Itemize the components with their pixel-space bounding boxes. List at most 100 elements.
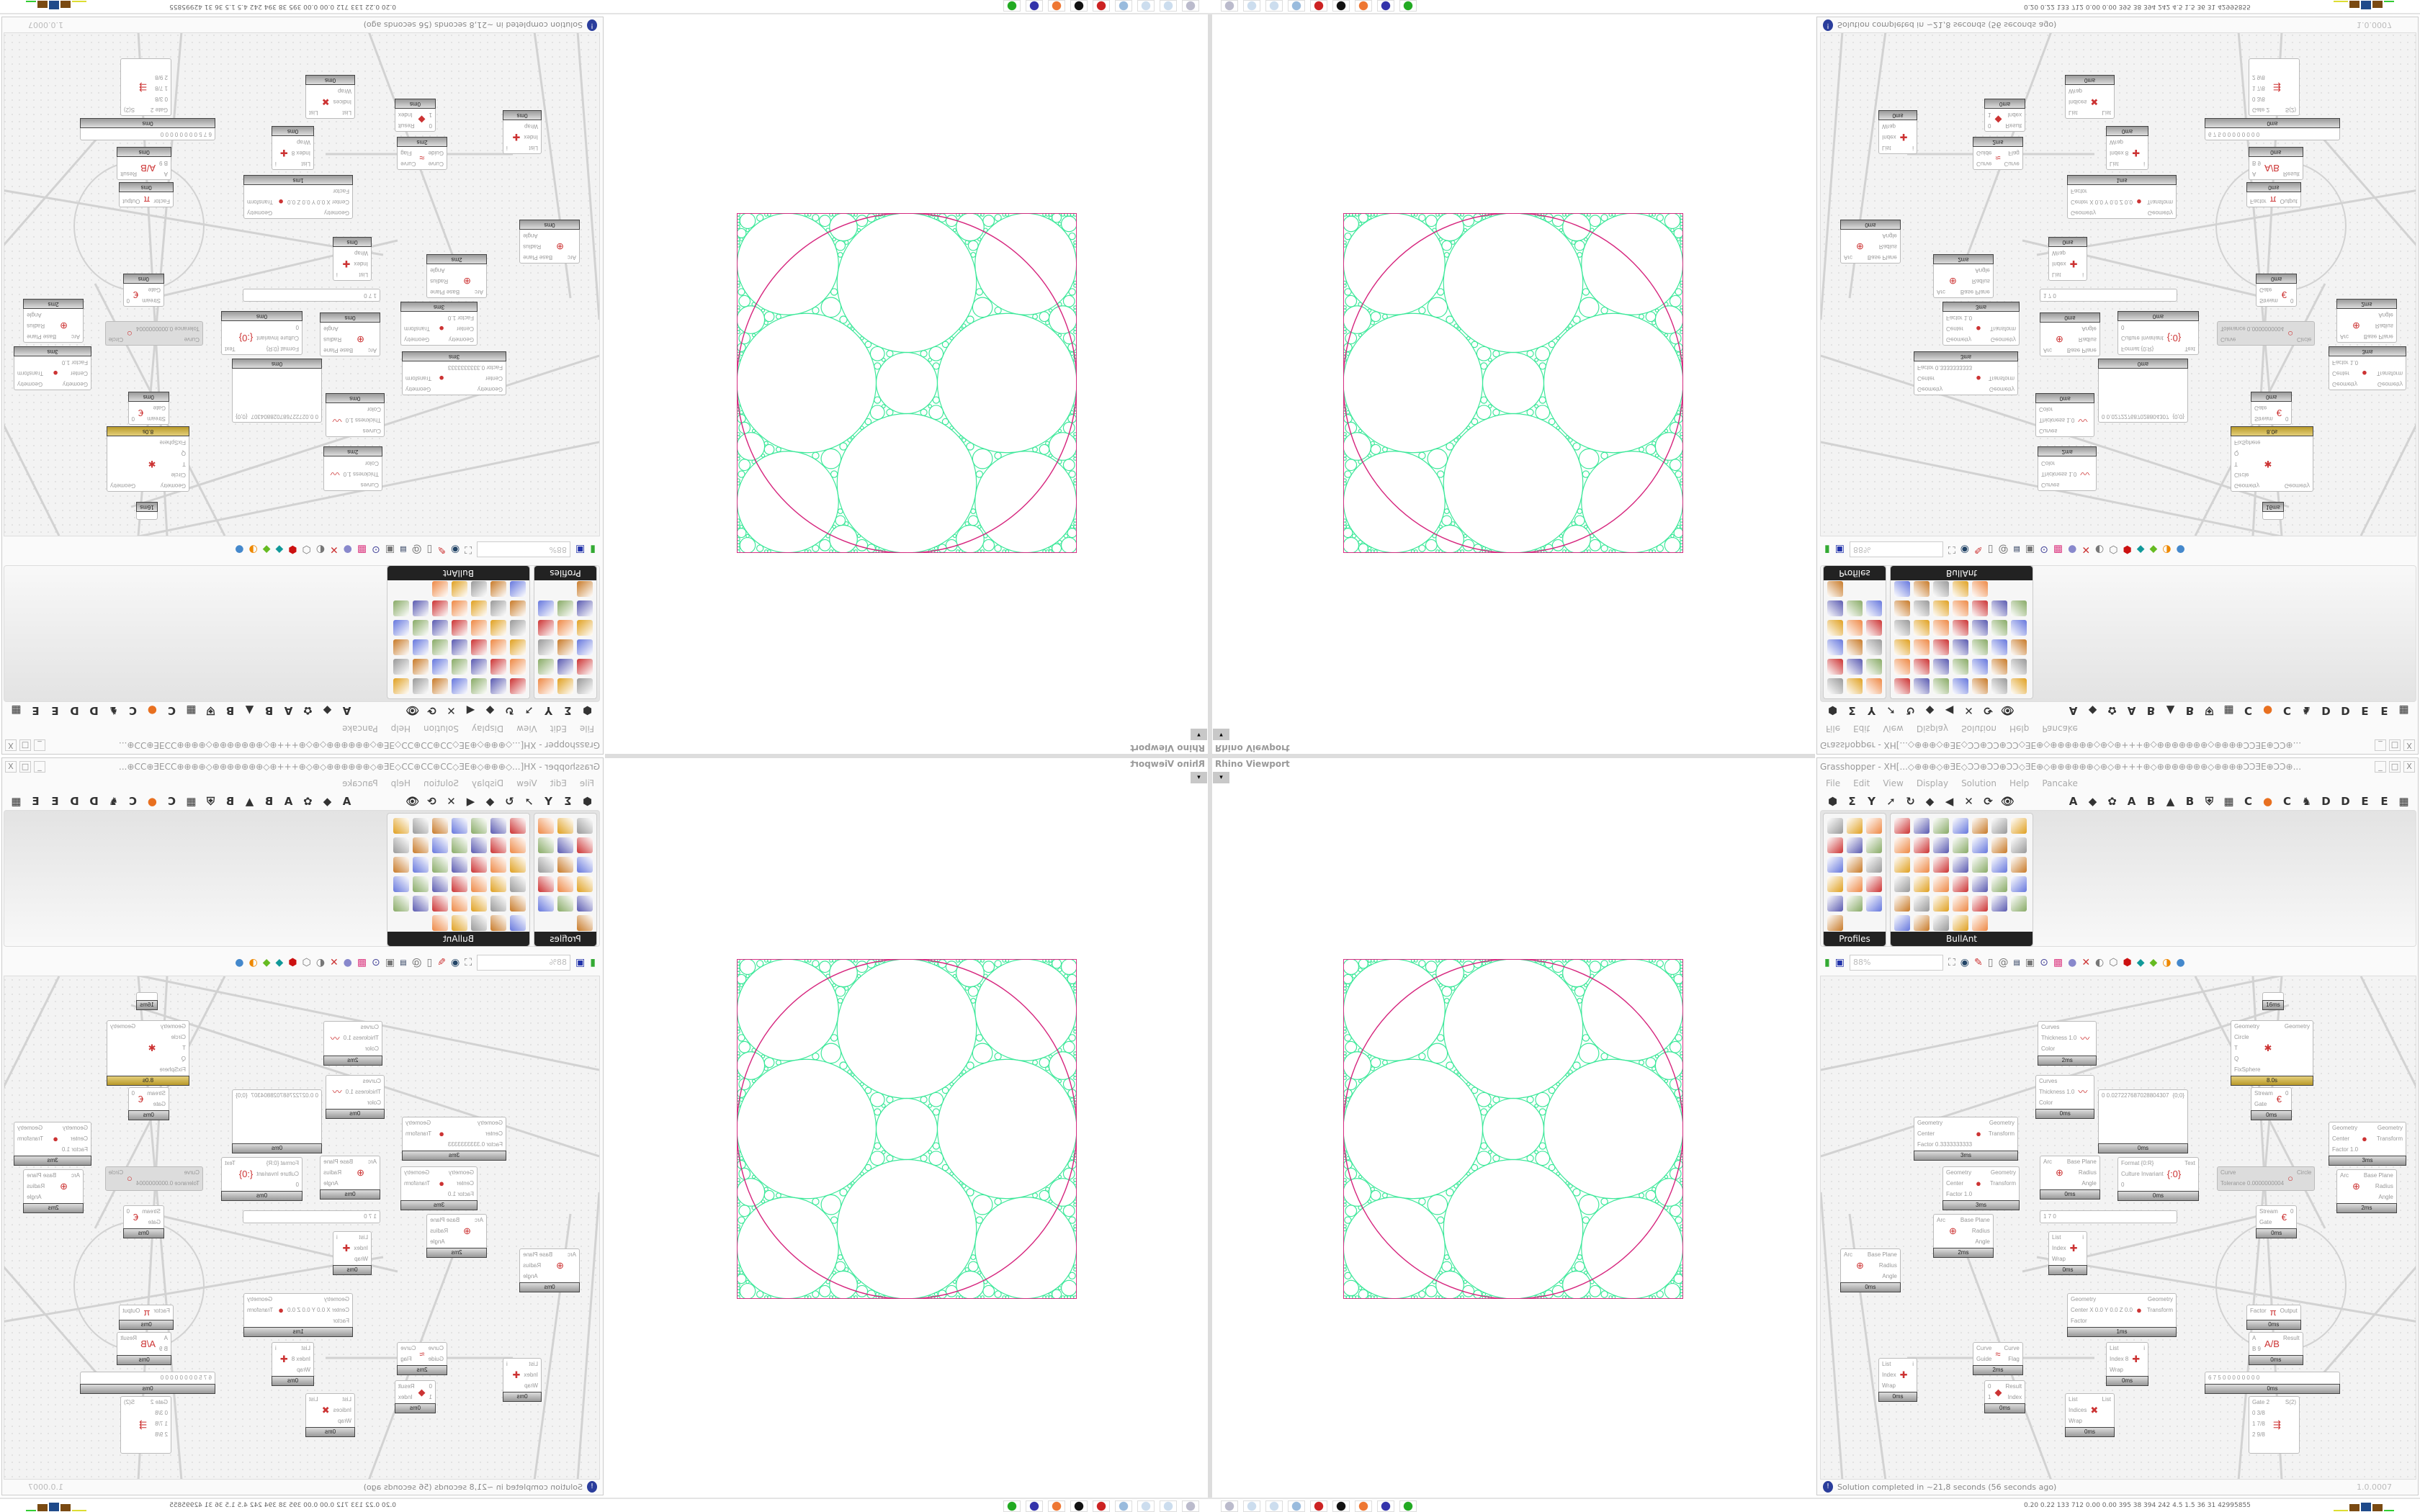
input-param[interactable]: Center X 0.0 Y 0.0 Z 0.0: [287, 199, 349, 205]
tab-category[interactable]: C: [168, 795, 176, 808]
input-param[interactable]: 0: [2121, 1182, 2125, 1188]
gh-component[interactable]: Geometry Center X 0.0 Y 0.0 Z 0.0 Factor ● G…: [2067, 175, 2177, 219]
input-param[interactable]: A: [163, 1335, 168, 1341]
gh-component[interactable]: Arc ⊕ Base Plane Radius Angle 0ms: [320, 312, 380, 356]
component-icon[interactable]: [432, 837, 448, 853]
component-icon[interactable]: [490, 659, 506, 675]
component-icon[interactable]: [1953, 876, 1968, 892]
tab-icon[interactable]: Σ: [1848, 704, 1856, 717]
input-param[interactable]: Factor: [2250, 198, 2267, 204]
output-param[interactable]: Base Plane: [1960, 1217, 1990, 1223]
gh-component[interactable]: 6 7 5 0 0 0 0 0 0 0 0 0ms: [2205, 118, 2340, 140]
menu-file[interactable]: File: [579, 778, 594, 788]
component-icon[interactable]: [1933, 678, 1949, 694]
input-param[interactable]: A: [163, 171, 168, 177]
input-param[interactable]: Arc: [368, 347, 377, 354]
output-param[interactable]: Flag: [2008, 150, 2020, 156]
output-param[interactable]: Angle: [323, 1180, 339, 1187]
component-icon[interactable]: [1972, 620, 1988, 636]
input-param[interactable]: 0 0.027227687028804307: [2102, 413, 2169, 420]
input-param[interactable]: Gate: [148, 287, 161, 293]
component-icon[interactable]: [1991, 837, 2007, 853]
package-icon[interactable]: ▩: [357, 957, 367, 968]
component-icon[interactable]: [1827, 600, 1843, 616]
output-param[interactable]: Output: [2280, 1308, 2298, 1314]
component-icon[interactable]: [393, 837, 409, 853]
gha-icon[interactable]: ▤: [2013, 545, 2020, 554]
input-param[interactable]: Factor: [2071, 188, 2087, 194]
input-param[interactable]: Geometry: [323, 210, 349, 216]
gh-component[interactable]: 0 0.027227687028804307 {0;0} 0ms: [232, 1089, 322, 1153]
output-param[interactable]: {0;0}: [2172, 413, 2184, 420]
input-param[interactable]: Geometry: [1917, 386, 1943, 392]
component-icon[interactable]: [393, 857, 409, 873]
component-icon[interactable]: [452, 620, 467, 636]
preview-eye-icon[interactable]: ◉: [1960, 957, 1969, 968]
input-param[interactable]: Curve: [1976, 1345, 1992, 1351]
email-icon[interactable]: @: [411, 957, 422, 968]
firefox-taskbar-icon[interactable]: [1048, 1500, 1065, 1512]
input-param[interactable]: 6 7 5 0 0 0 0 0 0 0 0: [2208, 131, 2260, 138]
input-param[interactable]: 1 7 0: [364, 292, 377, 299]
component-icon[interactable]: [557, 639, 573, 655]
input-param[interactable]: Geometry: [1917, 1120, 1943, 1126]
menu-edit[interactable]: Edit: [550, 724, 567, 734]
gh-component[interactable]: Curves Thickness 1.0 Color 〰 2ms: [323, 1021, 382, 1066]
component-icon[interactable]: [413, 818, 429, 834]
gh-component[interactable]: Curves Thickness 1.0 Color 〰 2ms: [323, 446, 382, 491]
component-icon[interactable]: [1991, 620, 2007, 636]
component-icon[interactable]: [1972, 837, 1988, 853]
component-icon[interactable]: [432, 581, 448, 597]
input-param[interactable]: Tolerance 0.0000000004: [2220, 1180, 2285, 1187]
gh-component[interactable]: Stream Gate €0 0ms: [2256, 1205, 2298, 1238]
input-param[interactable]: Geometry: [2071, 210, 2097, 216]
input-param[interactable]: Format {0:R}: [266, 1160, 299, 1166]
component-icon[interactable]: [452, 915, 467, 931]
component-icon[interactable]: [490, 857, 506, 873]
wires-icon[interactable]: ✕: [2081, 544, 2091, 555]
input-param[interactable]: Geometry: [2332, 381, 2358, 387]
input-param[interactable]: Center: [485, 1130, 503, 1137]
gh-component[interactable]: Curves Thickness 1.0 Color 〰 0ms: [2035, 1075, 2095, 1119]
input-param[interactable]: Color: [2041, 460, 2056, 467]
tab-category[interactable]: ▲: [245, 795, 254, 808]
close-button[interactable]: X: [5, 761, 17, 773]
component-icon[interactable]: [1847, 857, 1863, 873]
component-icon[interactable]: [1953, 678, 1968, 694]
menu-view[interactable]: View: [516, 778, 537, 788]
wires-icon[interactable]: ✕: [2081, 957, 2091, 968]
gh-component[interactable]: Stream Gate €0 0ms: [2256, 274, 2298, 307]
tab-category[interactable]: B: [264, 704, 274, 717]
gh-component[interactable]: Factor π Output 0ms: [119, 1305, 174, 1330]
preview-eye-icon[interactable]: ◉: [451, 957, 460, 968]
output-param[interactable]: Base Plane: [2363, 1172, 2393, 1179]
green-shape-icon[interactable]: ◆: [2149, 957, 2158, 968]
component-icon[interactable]: [1894, 678, 1910, 694]
component-icon[interactable]: [1914, 581, 1930, 597]
gh-component[interactable]: Curves Thickness 1.0 Color 〰 0ms: [325, 393, 385, 437]
input-param[interactable]: Curves: [360, 482, 379, 488]
component-icon[interactable]: [1866, 837, 1882, 853]
tab-category[interactable]: B: [225, 795, 235, 808]
open-file-icon[interactable]: ▮: [590, 544, 596, 555]
component-icon[interactable]: [1933, 639, 1949, 655]
component-icon[interactable]: [510, 659, 526, 675]
component-icon[interactable]: [432, 600, 448, 616]
tab-icon[interactable]: Y: [544, 704, 552, 717]
grasshopper-canvas[interactable]: Curves Thickness 1.0 Color 〰 2ms Curves Thickn…: [4, 32, 600, 536]
component-icon[interactable]: [2011, 818, 2027, 834]
gh-component[interactable]: Arc ⊕ Base Plane Radius Angle 2ms: [23, 299, 84, 343]
output-param[interactable]: Base Plane: [523, 254, 553, 261]
output-param[interactable]: Circle: [2296, 1169, 2312, 1176]
input-param[interactable]: 1: [1988, 1394, 1991, 1400]
output-param[interactable]: Transform: [405, 375, 432, 382]
green-shape-icon[interactable]: ◆: [262, 544, 271, 555]
input-param[interactable]: Arc: [475, 289, 483, 295]
tab-category[interactable]: B: [225, 704, 235, 717]
component-icon[interactable]: [1847, 896, 1863, 912]
gh-component[interactable]: List Indices Wrap ✖ List 0ms: [2065, 1393, 2115, 1437]
teal-shape-icon[interactable]: ◆: [2136, 957, 2145, 968]
input-param[interactable]: A: [2252, 1335, 2257, 1341]
